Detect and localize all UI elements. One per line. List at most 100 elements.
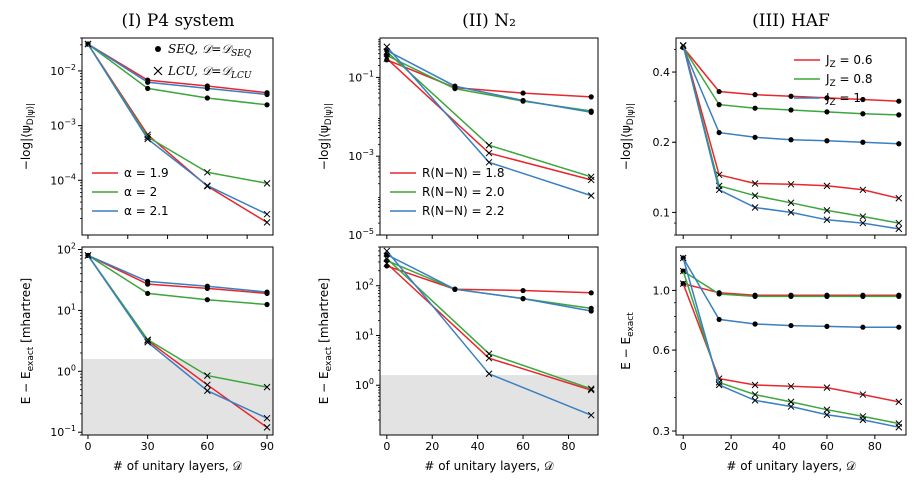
y-tick-label: 10−2 — [50, 63, 76, 78]
data-point — [823, 411, 831, 419]
data-point — [896, 141, 902, 147]
data-point — [264, 102, 270, 108]
data-point — [144, 135, 152, 143]
data-point — [751, 204, 759, 211]
y-axis-label: −log|⟨ψD|ψ⟩| — [619, 103, 636, 170]
series-line — [386, 54, 592, 112]
series-line — [386, 59, 592, 98]
series-line — [87, 43, 268, 106]
data-point — [859, 416, 867, 424]
y-tick-label: 0.6 — [653, 344, 671, 357]
x-tick-label: 30 — [141, 440, 155, 453]
data-point — [751, 180, 759, 187]
data-point — [751, 391, 759, 398]
series-line — [87, 254, 268, 293]
data-point — [84, 252, 92, 259]
series-line — [87, 43, 268, 96]
legend-label: α = 1.9 — [124, 166, 169, 180]
axes-frame — [379, 37, 599, 236]
data-point — [823, 182, 831, 190]
y-tick-label: 102 — [57, 242, 76, 257]
y-tick-label: 10−5 — [348, 227, 374, 242]
y-tick-label: 0.4 — [653, 66, 671, 79]
data-point — [860, 139, 866, 145]
data-point — [788, 93, 794, 99]
data-point — [752, 321, 758, 327]
data-point — [520, 296, 526, 302]
data-point — [264, 289, 270, 295]
data-point — [895, 423, 903, 431]
legend-label: R(N−N) = 1.8 — [422, 166, 504, 180]
x-tick-label: 0 — [84, 440, 91, 453]
y-tick-label: 102 — [355, 278, 374, 293]
x-tick-label: 40 — [772, 440, 786, 453]
data-point — [203, 381, 211, 389]
data-point — [203, 372, 211, 379]
data-point — [787, 180, 795, 188]
data-point — [263, 179, 271, 187]
data-point — [788, 322, 794, 329]
x-tick-label: 20 — [724, 440, 738, 453]
chart-haf-bottom: 0 20 40 60 80 0.3 0.6 1.0 E − Eexact # of unitary… — [619, 246, 907, 473]
y-tick-label: 10−4 — [50, 172, 76, 187]
data-point — [860, 293, 866, 299]
y-tick-label: 101 — [355, 327, 374, 342]
x-tick-label: 20 — [425, 440, 439, 453]
data-point — [823, 406, 831, 414]
y-axis-label: E − Eexact [mhartree] — [317, 278, 334, 404]
x-tick-label: 60 — [200, 440, 214, 453]
data-point — [264, 301, 270, 308]
data-point — [203, 387, 211, 395]
data-point — [520, 90, 526, 96]
series-line — [386, 258, 592, 390]
chart-p4-top: 10−4 10−3 10−2 (I) P4 system −log|⟨ψD|ψ⟩| α =… — [19, 11, 274, 239]
data-point — [751, 192, 759, 200]
data-point — [751, 397, 759, 404]
data-point — [485, 158, 493, 166]
legend-marker — [153, 66, 163, 76]
y-tick-label: 0.1 — [653, 206, 671, 219]
data-point — [204, 297, 210, 303]
legend-label: JZ = 0.8 — [825, 72, 873, 89]
data-point — [587, 176, 595, 184]
series-line — [386, 262, 592, 391]
data-point — [145, 290, 151, 297]
data-point — [383, 247, 391, 255]
data-point — [588, 308, 594, 314]
data-point — [788, 293, 794, 299]
x-axis-label: # of unitary layers, 𝒟 — [424, 459, 554, 473]
axes-frame — [81, 246, 274, 436]
y-tick-label: 101 — [57, 302, 76, 317]
data-point — [144, 336, 152, 344]
x-tick-label: 0 — [383, 440, 390, 453]
y-tick-label: 10−1 — [348, 69, 374, 84]
x-tick-label: 80 — [868, 440, 882, 453]
data-point — [752, 134, 758, 140]
legend-marker — [155, 46, 161, 52]
y-axis-label: −log|⟨ψD|ψ⟩| — [317, 103, 334, 170]
data-point — [264, 91, 270, 98]
y-tick-label: 100 — [57, 363, 76, 378]
data-point — [788, 137, 794, 143]
data-point — [587, 173, 595, 181]
series-line — [682, 283, 899, 403]
legend-label: R(N−N) = 2.0 — [422, 185, 504, 199]
data-point — [716, 291, 722, 297]
data-point — [588, 290, 594, 296]
data-point — [751, 381, 759, 389]
data-point — [859, 186, 867, 194]
data-point — [716, 102, 722, 108]
data-point — [824, 95, 830, 101]
data-point — [203, 182, 211, 189]
data-point — [144, 338, 152, 346]
data-point — [204, 95, 210, 101]
data-point — [716, 129, 722, 136]
data-point — [587, 192, 595, 199]
data-point — [383, 255, 391, 263]
data-point — [823, 384, 831, 391]
data-point — [204, 85, 210, 91]
legend-label: α = 2 — [124, 185, 157, 199]
data-point — [263, 414, 271, 422]
data-point — [384, 57, 390, 63]
